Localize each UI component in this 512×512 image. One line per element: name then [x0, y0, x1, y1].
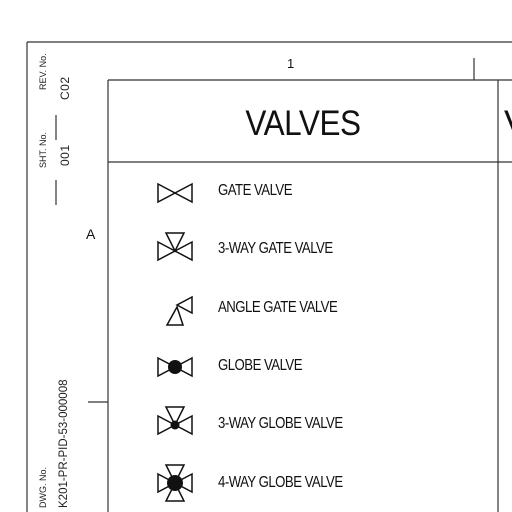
- zone-column-marker: 1: [287, 56, 295, 71]
- globe-valve-icon: [157, 356, 193, 378]
- 3-way-gate-valve-icon: [157, 232, 193, 262]
- rev-no-value: C02: [58, 76, 72, 100]
- 3-way-globe-valve-icon: [157, 406, 193, 436]
- dwg-no-value: K201-PR-PID-53-000008: [58, 379, 70, 509]
- legend-label: GATE VALVE: [218, 182, 292, 199]
- legend-label: ANGLE GATE VALVE: [218, 299, 338, 316]
- rev-no-label: REV. No.: [38, 53, 48, 90]
- legend-label: 4-WAY GLOBE VALVE: [218, 474, 343, 491]
- gate-valve-icon: [157, 182, 193, 204]
- sht-no-value: 001: [58, 144, 72, 166]
- next-legend-title: V: [504, 104, 512, 144]
- legend-label: GLOBE VALVE: [218, 357, 302, 374]
- legend-title: VALVES: [245, 104, 361, 143]
- dwg-no-label: DWG. No.: [38, 466, 48, 508]
- angle-gate-valve-icon: [165, 295, 193, 326]
- legend-label: 3-WAY GLOBE VALVE: [218, 415, 343, 432]
- 4-way-globe-valve-icon: [157, 464, 193, 502]
- sht-no-label: SHT. No.: [38, 131, 48, 168]
- zone-row-marker: A: [86, 226, 96, 242]
- legend-label: 3-WAY GATE VALVE: [218, 240, 333, 257]
